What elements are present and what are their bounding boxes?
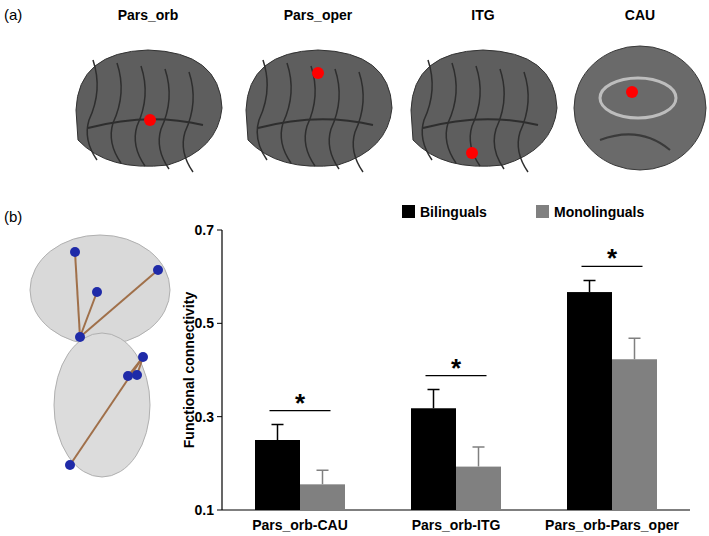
significance-mark: * xyxy=(607,243,618,273)
error-bar xyxy=(272,425,284,440)
panel-label: (a) xyxy=(4,6,22,23)
roi-dot xyxy=(466,147,478,159)
node xyxy=(65,460,75,470)
bar xyxy=(567,292,612,510)
error-bar xyxy=(317,470,329,484)
brain-view xyxy=(246,50,392,172)
region-label: Pars_orb xyxy=(118,7,179,23)
node xyxy=(153,265,163,275)
panel-label: (b) xyxy=(4,208,22,225)
node xyxy=(75,332,85,342)
y-tick xyxy=(217,323,222,324)
figure: (a) Pars_orb Pars_oper ITG CAU (b) 0.1 0.3 0.5 0.… xyxy=(0,0,709,536)
roi-dot xyxy=(626,86,638,98)
error-bar xyxy=(584,280,596,292)
y-axis-title: Functional connectivity xyxy=(181,292,197,449)
connection xyxy=(70,357,143,465)
sulcus xyxy=(111,63,121,163)
legend-label: Monolinguals xyxy=(554,204,644,220)
brain-view xyxy=(76,50,222,172)
node xyxy=(132,370,142,380)
bar xyxy=(612,359,657,510)
region-label: Pars_oper xyxy=(284,7,353,23)
brain xyxy=(574,46,706,170)
y-tick-label: 0.1 xyxy=(195,502,215,518)
bar xyxy=(255,440,300,510)
sulcus xyxy=(305,66,315,166)
sulcus xyxy=(281,63,291,163)
roi-dot xyxy=(312,67,324,79)
bar xyxy=(411,408,456,510)
sulcus xyxy=(135,66,145,166)
sulcus xyxy=(257,60,267,160)
legend-swatch xyxy=(536,205,549,218)
region-label: ITG xyxy=(471,7,494,23)
brain xyxy=(411,50,557,166)
y-tick xyxy=(217,230,222,231)
x-tick-label: Pars_orb-ITG xyxy=(412,517,501,533)
error-bar xyxy=(473,447,485,467)
brain-view xyxy=(411,50,557,172)
legend-label: Bilinguals xyxy=(420,204,487,220)
glass-brain xyxy=(54,333,150,477)
error-bar xyxy=(428,390,440,409)
error-bar xyxy=(629,338,641,359)
y-tick xyxy=(217,510,222,511)
bar xyxy=(456,467,501,510)
x-tick-label: Pars_orb-Pars_oper xyxy=(545,517,679,533)
connection xyxy=(80,270,158,337)
node xyxy=(138,352,148,362)
node xyxy=(123,371,133,381)
y-tick-label: 0.5 xyxy=(195,315,215,331)
y-tick xyxy=(217,416,222,417)
significance-mark: * xyxy=(451,353,462,383)
node xyxy=(70,247,80,257)
sulcus xyxy=(87,60,97,160)
y-tick-label: 0.7 xyxy=(195,222,215,238)
bar xyxy=(300,484,345,510)
connection xyxy=(75,252,80,337)
brain xyxy=(246,50,392,166)
y-tick-label: 0.3 xyxy=(195,409,215,425)
bars xyxy=(255,280,657,510)
sulcus xyxy=(258,119,373,128)
sulcus xyxy=(422,60,432,160)
sulcus xyxy=(423,119,538,128)
canvas: (a) Pars_orb Pars_oper ITG CAU (b) 0.1 0.3 0.5 0.… xyxy=(0,0,709,536)
legend-swatch xyxy=(402,205,415,218)
significance-mark: * xyxy=(295,388,306,418)
brain xyxy=(76,50,222,166)
x-tick-label: Pars_orb-CAU xyxy=(252,517,348,533)
glass-brain xyxy=(30,235,170,345)
region-label: CAU xyxy=(625,7,655,23)
node xyxy=(92,287,102,297)
roi-dot xyxy=(144,114,156,126)
sulcus xyxy=(600,134,670,150)
y-axis xyxy=(221,230,222,510)
sulcus xyxy=(446,63,456,163)
brain-view xyxy=(574,46,706,170)
sulcus xyxy=(600,78,676,118)
